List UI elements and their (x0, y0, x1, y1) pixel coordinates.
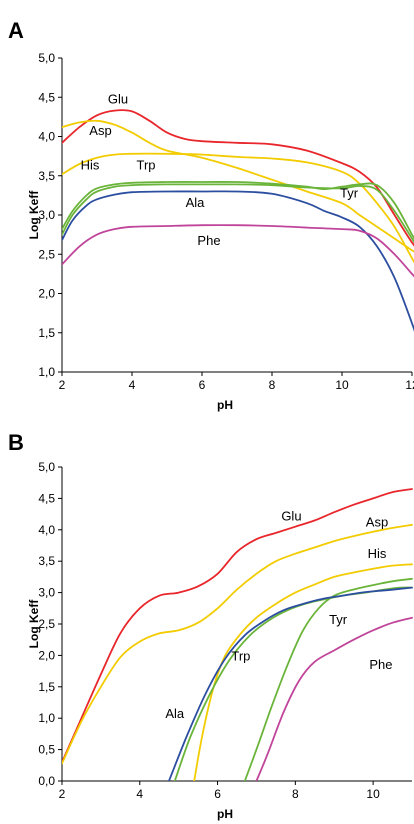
panel-a-series-trp-line (62, 181, 414, 240)
panel-a-series-asp-line (62, 119, 414, 253)
panel-b-y-tick-label: 0,5 (38, 743, 55, 757)
panel-a-label-phe: Phe (197, 233, 220, 248)
panel-a-series-ala-line (62, 190, 414, 332)
panel-a-series-tyr-line (62, 183, 414, 244)
panel-b-chart: B Log Keff pH 0,0 0,5 1,0 1,5 2,0 2,5 3,0 3,5 4,… (8, 430, 413, 821)
panel-b-label-phe: Phe (369, 657, 392, 672)
panel-a-series-phe-line (62, 224, 414, 278)
panel-b-series-ala-line (168, 586, 413, 781)
panel-a-letter: A (8, 18, 24, 43)
panel-b-letter: B (8, 430, 24, 455)
panel-a-label-trp: Trp (136, 157, 155, 172)
panel-b-y-tick-label: 5,0 (38, 460, 55, 474)
panel-b-x-tick-label: 10 (366, 787, 380, 801)
panel-b-y-tick-label: 2,5 (38, 617, 55, 631)
panel-b-x-tick-label: 6 (214, 787, 221, 801)
panel-b-y-tick-label: 4,0 (38, 523, 55, 537)
panel-b-y-tick-label: 1,0 (38, 711, 55, 725)
panel-a-y-tick-label: 4,5 (38, 90, 55, 104)
panel-a-label-his: His (81, 157, 100, 172)
panel-b-label-tyr: Tyr (329, 612, 348, 627)
panel-a-y-tick-label: 5,0 (38, 51, 55, 65)
panel-b-y-tick-label: 3,0 (38, 586, 55, 600)
panel-b-series-tyr-line (243, 577, 413, 781)
panel-a-x-tick-label: 4 (129, 378, 136, 392)
panel-a-y-tick-label: 1,5 (38, 326, 55, 340)
panel-a-x-tick-label: 2 (59, 378, 66, 392)
panel-b-x-tick-label: 8 (292, 787, 299, 801)
panel-b-series-his-line (193, 563, 413, 781)
panel-a-y-tick-label: 3,5 (38, 169, 55, 183)
panel-b-label-asp: Asp (366, 515, 388, 530)
panel-b-x-tick-label: 2 (59, 787, 66, 801)
panel-a-y-tick-label: 4,0 (38, 130, 55, 144)
panel-b-label-trp: Trp (231, 648, 250, 663)
panel-a-y-tick-label: 3,0 (38, 208, 55, 222)
panel-a-y-axis-title: Log Keff (27, 190, 41, 240)
panel-a-chart: A Log Keff pH 1,0 1,5 2,0 2,5 3,0 3,5 4,0 4,5 5,… (8, 18, 414, 412)
panel-a-x-tick-label: 10 (335, 378, 349, 392)
panel-b-y-tick-label: 4,5 (38, 491, 55, 505)
panel-b-x-axis-title: pH (217, 807, 233, 821)
panel-b-y-tick-label: 0,0 (38, 774, 55, 788)
panel-a-y-tick-label: 2,0 (38, 287, 55, 301)
panel-a-label-ala: Ala (186, 195, 206, 210)
panel-b-label-his: His (368, 546, 387, 561)
panel-b-y-tick-label: 3,5 (38, 554, 55, 568)
panel-b-y-tick-label: 2,0 (38, 648, 55, 662)
panel-a-x-axis-title: pH (217, 398, 233, 412)
panel-b-label-glu: Glu (281, 508, 301, 523)
panel-a-label-glu: Glu (108, 92, 128, 107)
panel-b-y-tick-label: 1,5 (38, 680, 55, 694)
panel-a-series-his-line (62, 152, 414, 264)
panel-b-x-tick-label: 4 (136, 787, 143, 801)
panel-a-x-tick-label: 12 (405, 378, 414, 392)
panel-b-series-asp-line (62, 523, 413, 765)
panel-b-series-phe-line (255, 616, 413, 781)
panel-b-y-axis-title: Log Keff (27, 599, 41, 649)
panel-a-series-glu-line (62, 109, 414, 247)
panel-b-label-ala: Ala (165, 706, 185, 721)
panel-a-x-tick-label: 8 (269, 378, 276, 392)
panel-b-series-glu-line (62, 488, 413, 764)
panel-a-x-tick-label: 6 (199, 378, 206, 392)
panel-a-label-tyr: Tyr (340, 186, 359, 201)
panel-a-label-asp: Asp (89, 123, 111, 138)
panel-a-y-tick-label: 1,0 (38, 365, 55, 379)
panel-a-y-tick-label: 2,5 (38, 247, 55, 261)
